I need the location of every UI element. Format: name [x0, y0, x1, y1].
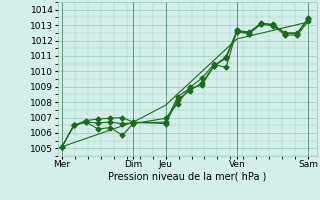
X-axis label: Pression niveau de la mer( hPa ): Pression niveau de la mer( hPa ) — [108, 172, 266, 182]
